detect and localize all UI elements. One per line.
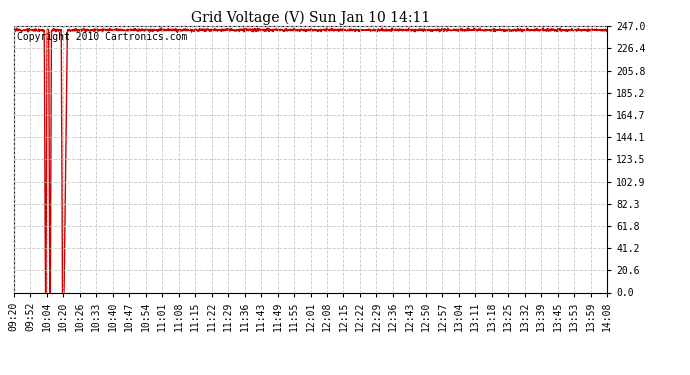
Text: Copyright 2010 Cartronics.com: Copyright 2010 Cartronics.com: [17, 32, 187, 42]
Title: Grid Voltage (V) Sun Jan 10 14:11: Grid Voltage (V) Sun Jan 10 14:11: [191, 11, 430, 25]
